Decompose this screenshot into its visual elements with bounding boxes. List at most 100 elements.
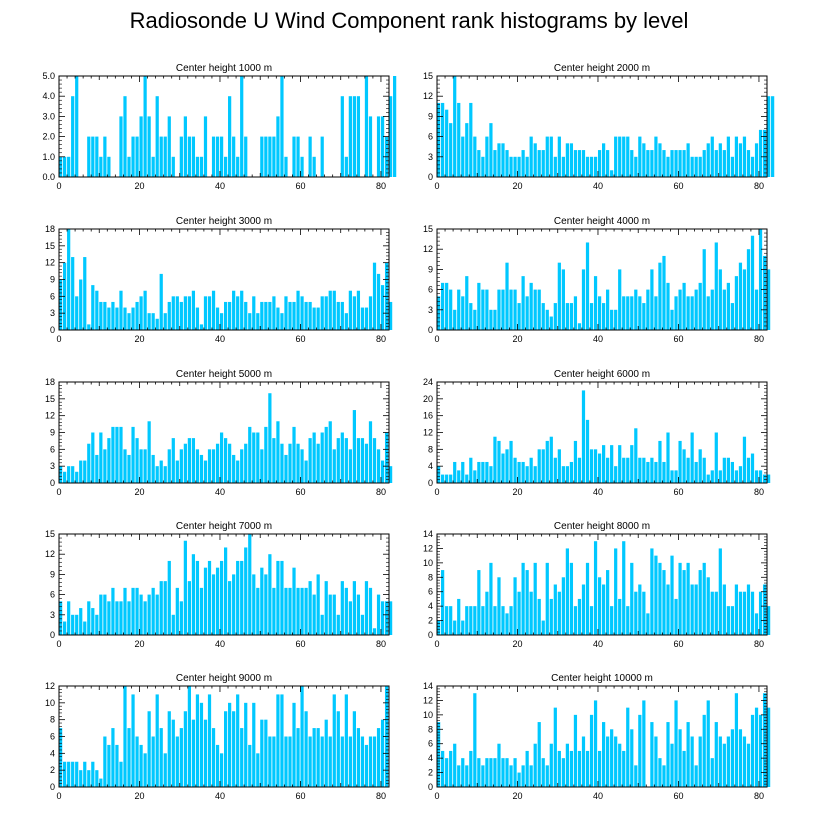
bar (203, 296, 208, 330)
bar (505, 262, 509, 330)
bar (614, 136, 618, 177)
bar (505, 758, 509, 787)
bar (71, 761, 75, 787)
bar (393, 76, 397, 177)
bar (151, 736, 155, 787)
bar (316, 574, 320, 635)
bar (308, 736, 312, 787)
bar (111, 728, 115, 787)
bar (730, 606, 734, 635)
bar (360, 736, 365, 787)
y-tick-label: 18 (45, 224, 55, 234)
bar (91, 761, 95, 787)
bar (95, 454, 99, 483)
x-tick-label: 20 (134, 791, 144, 801)
y-tick-label: 6 (428, 739, 433, 749)
bar (75, 761, 79, 787)
bar (577, 150, 582, 177)
bar (272, 587, 276, 635)
x-tick-label: 40 (215, 487, 225, 497)
bar (714, 591, 718, 635)
x-tick-label: 80 (754, 639, 764, 649)
bar (569, 303, 574, 330)
bar (95, 136, 99, 177)
bar (730, 461, 734, 483)
bar (441, 570, 445, 635)
bar (123, 96, 127, 177)
bar (473, 693, 477, 787)
bar (99, 432, 103, 483)
bar (493, 606, 497, 635)
bar (754, 707, 759, 787)
bar (284, 454, 288, 483)
bar (710, 136, 714, 177)
bar (722, 457, 726, 483)
bar (232, 290, 236, 330)
bar (626, 296, 630, 330)
bar (280, 76, 284, 177)
panel-9: Center height 9000 m 0 20 40 60 80 0 2 4 6 8 10 12 (45, 673, 390, 801)
bar (726, 282, 730, 330)
bar (332, 449, 336, 483)
bar (449, 750, 453, 787)
bar (618, 445, 622, 484)
bar (650, 722, 654, 787)
x-tick-label: 40 (593, 639, 603, 649)
bar (364, 307, 369, 330)
x-tick-label: 60 (673, 334, 683, 344)
x-tick-label: 0 (434, 487, 439, 497)
bar (698, 156, 702, 177)
x-tick-label: 60 (673, 791, 683, 801)
bar (340, 736, 344, 787)
bar (666, 282, 670, 330)
bar (437, 466, 441, 483)
bar (195, 694, 200, 787)
bar (103, 301, 107, 330)
bar (131, 307, 135, 330)
y-tick-label: 12 (423, 428, 433, 438)
y-tick-label: 12 (45, 549, 55, 559)
bar (638, 457, 642, 483)
bar (734, 276, 739, 330)
y-tick-label: 8 (428, 724, 433, 734)
bar (127, 728, 131, 787)
bar (71, 257, 75, 330)
bar (561, 466, 565, 483)
bar (207, 560, 212, 635)
bar (272, 136, 276, 177)
bar (589, 606, 594, 635)
y-tick-label: 0 (428, 630, 433, 640)
bar (457, 289, 461, 330)
y-tick-label: 6 (50, 291, 55, 301)
bar (300, 296, 304, 330)
bar (219, 136, 224, 177)
bar (682, 570, 686, 635)
bar (316, 443, 320, 483)
bar (529, 136, 533, 177)
bar (183, 116, 187, 177)
bar (738, 262, 743, 330)
bar (199, 454, 204, 483)
bar (517, 591, 521, 635)
bar (714, 722, 718, 787)
bar (718, 470, 722, 484)
y-tick-label: 12 (45, 411, 55, 421)
y-tick-label: 12 (423, 695, 433, 705)
bar (139, 116, 143, 177)
bar (107, 744, 111, 787)
bar (352, 296, 356, 330)
bar (690, 156, 694, 177)
bar (509, 289, 513, 330)
bar (304, 460, 308, 483)
bar (320, 136, 324, 177)
bar (521, 150, 525, 177)
bar (372, 438, 377, 483)
bar (111, 587, 115, 635)
bar (328, 594, 332, 635)
bar (714, 432, 718, 483)
bar (493, 309, 497, 330)
bar (368, 116, 373, 177)
bar (171, 719, 175, 787)
bar (658, 562, 662, 635)
bar (682, 282, 686, 330)
